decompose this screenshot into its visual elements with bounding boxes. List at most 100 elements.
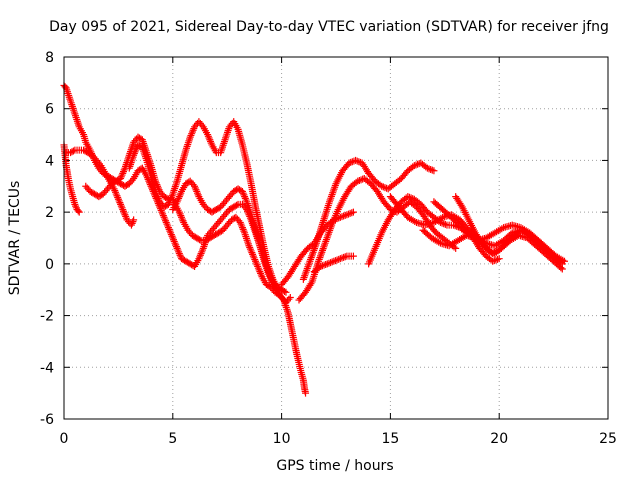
data-point-marker [340, 212, 348, 220]
data-point-marker [238, 224, 246, 232]
data-point-marker [495, 255, 503, 263]
data-point-marker [354, 177, 362, 185]
data-point-marker [205, 134, 213, 142]
data-point-marker [239, 225, 247, 233]
data-point-marker [162, 217, 170, 225]
x-tick-label: 5 [168, 431, 177, 447]
data-point-marker [492, 256, 500, 264]
data-point-marker [61, 83, 69, 91]
data-point-marker [115, 197, 123, 205]
data-point-marker [130, 151, 138, 159]
data-point-marker [151, 187, 159, 195]
data-point-marker [130, 150, 138, 158]
data-point-marker [207, 137, 215, 145]
data-point-marker [178, 215, 186, 223]
data-point-marker [165, 199, 173, 207]
data-point-marker [129, 218, 137, 226]
series-arc-8 [299, 156, 438, 283]
data-point-marker [343, 211, 351, 219]
data-point-marker [323, 260, 331, 268]
data-point-marker [159, 210, 167, 218]
data-point-marker [490, 257, 498, 265]
data-point-marker [423, 164, 431, 172]
data-point-marker [240, 191, 248, 199]
data-point-marker [330, 257, 338, 265]
data-point-marker [286, 293, 294, 301]
data-point-marker [188, 130, 196, 138]
data-point-marker [116, 199, 124, 207]
data-point-marker [486, 248, 494, 256]
data-point-marker [238, 222, 246, 230]
data-point-marker [352, 156, 360, 164]
data-point-marker [187, 131, 195, 139]
data-point-marker [167, 195, 175, 203]
data-point-marker [198, 248, 206, 256]
data-point-marker [247, 247, 255, 255]
data-point-marker [427, 165, 435, 173]
data-point-marker [173, 244, 181, 252]
data-point-marker [191, 184, 199, 192]
data-point-marker [179, 217, 187, 225]
data-point-marker [430, 167, 438, 175]
data-point-marker [110, 185, 118, 193]
y-tick-label: 0 [45, 257, 54, 273]
data-point-marker [198, 121, 206, 129]
data-point-marker [338, 254, 346, 262]
data-point-marker [117, 202, 125, 210]
data-point-marker [165, 225, 173, 233]
y-tick-label: -2 [40, 309, 54, 325]
data-point-marker [162, 218, 170, 226]
data-point-marker [457, 201, 465, 209]
data-point-marker [128, 176, 136, 184]
data-point-marker [167, 229, 175, 237]
data-point-marker [349, 252, 357, 260]
data-point-marker [177, 212, 185, 220]
data-point-marker [428, 166, 436, 174]
y-tick-label: 4 [45, 153, 54, 169]
data-point-marker [255, 266, 263, 274]
data-point-marker [345, 210, 353, 218]
data-point-marker [302, 389, 310, 397]
data-point-marker [175, 208, 183, 216]
data-point-marker [178, 213, 186, 221]
data-point-marker [168, 192, 176, 200]
data-point-marker [317, 262, 325, 270]
data-point-marker [327, 259, 335, 267]
data-point-marker [117, 200, 125, 208]
data-point-marker [128, 219, 136, 227]
data-point-marker [192, 186, 200, 194]
data-point-marker [166, 197, 174, 205]
data-point-marker [117, 173, 125, 181]
data-point-marker [167, 193, 175, 201]
data-point-marker [346, 209, 354, 217]
data-point-marker [246, 243, 254, 251]
y-tick-label: -4 [40, 360, 54, 376]
data-point-marker [355, 158, 363, 166]
data-point-marker [241, 194, 249, 202]
data-point-marker [242, 196, 250, 204]
data-point-marker [160, 213, 168, 221]
x-tick-label: 0 [60, 431, 69, 447]
x-tick-label: 15 [381, 431, 399, 447]
data-point-marker [248, 249, 256, 257]
data-point-marker [355, 176, 363, 184]
data-point-marker [158, 208, 166, 216]
series-arc-15 [452, 193, 564, 265]
data-point-marker [251, 256, 259, 264]
data-point-marker [175, 193, 183, 201]
data-point-marker [341, 253, 349, 261]
data-point-marker [318, 262, 326, 270]
data-point-marker [175, 250, 183, 258]
data-point-marker [379, 183, 387, 191]
data-point-marker [554, 256, 562, 264]
data-point-marker [282, 288, 290, 296]
data-point-marker [348, 209, 356, 217]
data-point-marker [285, 295, 293, 303]
data-point-marker [119, 207, 127, 215]
data-point-marker [112, 190, 120, 198]
data-point-marker [118, 171, 126, 179]
data-point-marker [425, 165, 433, 173]
y-tick-label: 8 [45, 50, 54, 66]
data-point-marker [557, 264, 565, 272]
data-point-marker [241, 193, 249, 201]
